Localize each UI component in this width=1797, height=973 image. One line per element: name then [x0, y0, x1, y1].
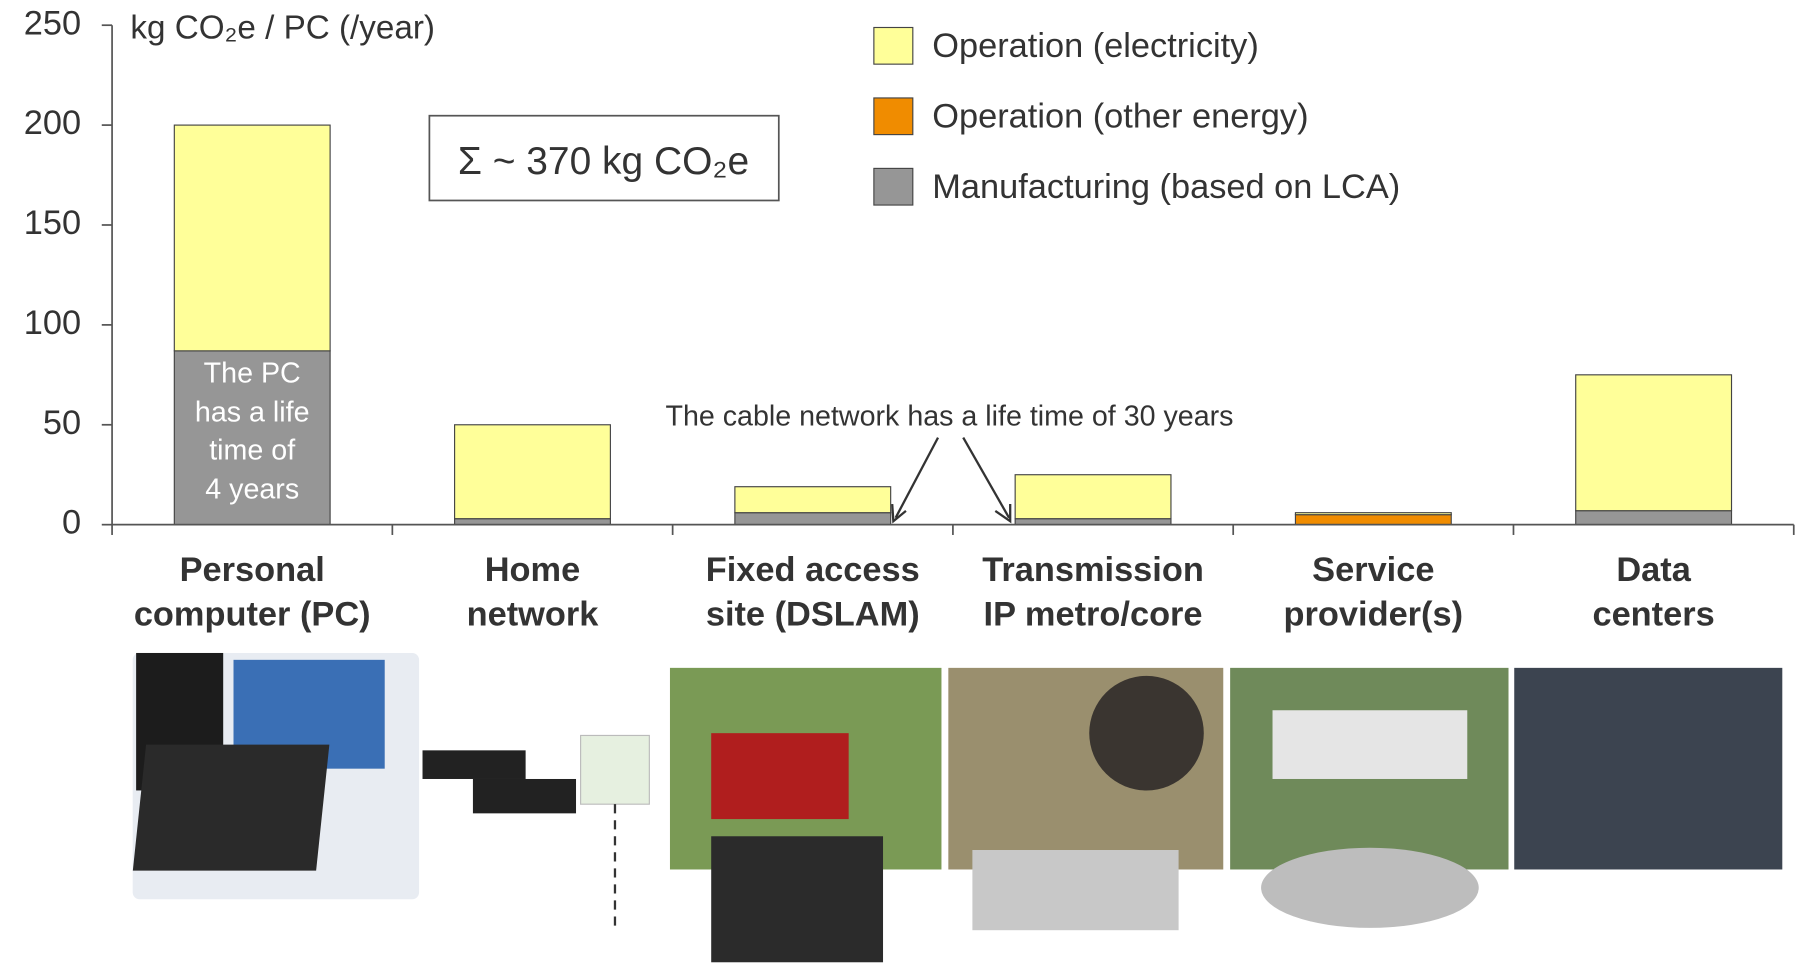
bar-segment — [1575, 374, 1733, 512]
y-tick-label: 0 — [62, 504, 81, 542]
cable-note: The cable network has a life time of 30 … — [665, 401, 1233, 433]
legend-label: Operation (electricity) — [932, 27, 1259, 65]
bar-segment — [454, 424, 611, 520]
x-tick-label-box: Home network — [466, 551, 599, 634]
x-tick-label: Transmission IP metro/core — [982, 551, 1204, 634]
photos — [132, 652, 1783, 963]
legend-swatch — [873, 26, 914, 65]
bar-segment — [173, 350, 331, 526]
y-tick-label: 50 — [43, 404, 81, 442]
cable-arrows — [891, 437, 1012, 524]
x-tick-label-box: Fixed access site (DSLAM) — [705, 551, 920, 634]
bar-segment — [1294, 512, 1452, 516]
bar-segment — [1575, 510, 1733, 526]
y-axis-label: kg CO₂e / PC (/year) — [130, 10, 435, 47]
bar-segment — [454, 518, 611, 526]
x-tick-label: Personal computer (PC) — [133, 551, 371, 634]
y-tick-label: 150 — [24, 204, 81, 242]
pc-note-box: The PC has a life time of 4 years — [194, 357, 310, 505]
y-tick-label: 250 — [24, 4, 81, 42]
legend-label: Operation (other energy) — [932, 98, 1308, 136]
x-tick-label-box: Personal computer (PC) — [133, 551, 371, 634]
x-tick-label: Home network — [466, 551, 599, 634]
legend-swatch — [873, 97, 914, 136]
bar-segment — [734, 512, 892, 526]
pc-note: The PC has a life time of 4 years — [194, 357, 310, 505]
bar-segment — [734, 486, 892, 514]
x-tick-label: Service provider(s) — [1283, 551, 1464, 634]
bar-segment — [1014, 474, 1172, 520]
bar-segment — [1014, 518, 1172, 526]
y-tick-label: 200 — [24, 104, 81, 142]
x-tick-label-box: Transmission IP metro/core — [982, 551, 1204, 634]
legend-label: Manufacturing (based on LCA) — [932, 168, 1400, 206]
bar-segment — [173, 124, 331, 352]
x-tick-label: Data centers — [1592, 551, 1715, 634]
sum-annotation: Σ ~ 370 kg CO₂e — [458, 140, 749, 183]
x-tick-label-box: Service provider(s) — [1283, 551, 1464, 634]
sum-box — [428, 114, 780, 202]
x-tick-label: Fixed access site (DSLAM) — [705, 551, 920, 634]
bar-segment — [1294, 514, 1452, 526]
x-tick-label-box: Data centers — [1592, 551, 1715, 634]
y-tick-label: 100 — [24, 304, 81, 342]
legend-swatch — [873, 167, 914, 206]
